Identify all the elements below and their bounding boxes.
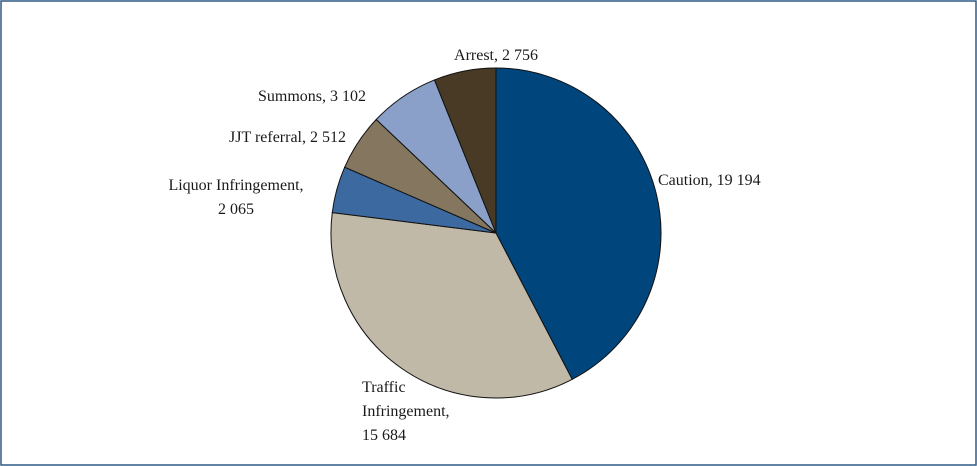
slice-label-line: Infringement, bbox=[362, 403, 450, 420]
slice-label-line: Liquor Infringement, bbox=[168, 177, 303, 194]
slice-label: Caution, 19 194 bbox=[658, 172, 761, 189]
slice-label: Arrest, 2 756 bbox=[454, 47, 538, 64]
slice-label-line: Summons, 3 102 bbox=[258, 88, 366, 105]
slice-label: Liquor Infringement, 2 065 bbox=[168, 177, 303, 218]
slice-label-line: 2 065 bbox=[218, 201, 254, 218]
slice-label-line: Traffic bbox=[362, 379, 406, 396]
pie-slice bbox=[433, 67, 497, 234]
pie-slice bbox=[495, 67, 662, 381]
slice-label-line: Caution, 19 194 bbox=[658, 172, 761, 189]
slice-label-line: JJT referral, 2 512 bbox=[229, 129, 346, 146]
slice-label: Summons, 3 102 bbox=[258, 88, 366, 105]
slice-label-line: 15 684 bbox=[362, 427, 406, 444]
slice-label: Traffic Infringement, 15 684 bbox=[362, 379, 450, 444]
pie-slice bbox=[330, 212, 573, 399]
slice-label: JJT referral, 2 512 bbox=[229, 129, 346, 146]
slice-label-line: Arrest, 2 756 bbox=[454, 47, 538, 64]
